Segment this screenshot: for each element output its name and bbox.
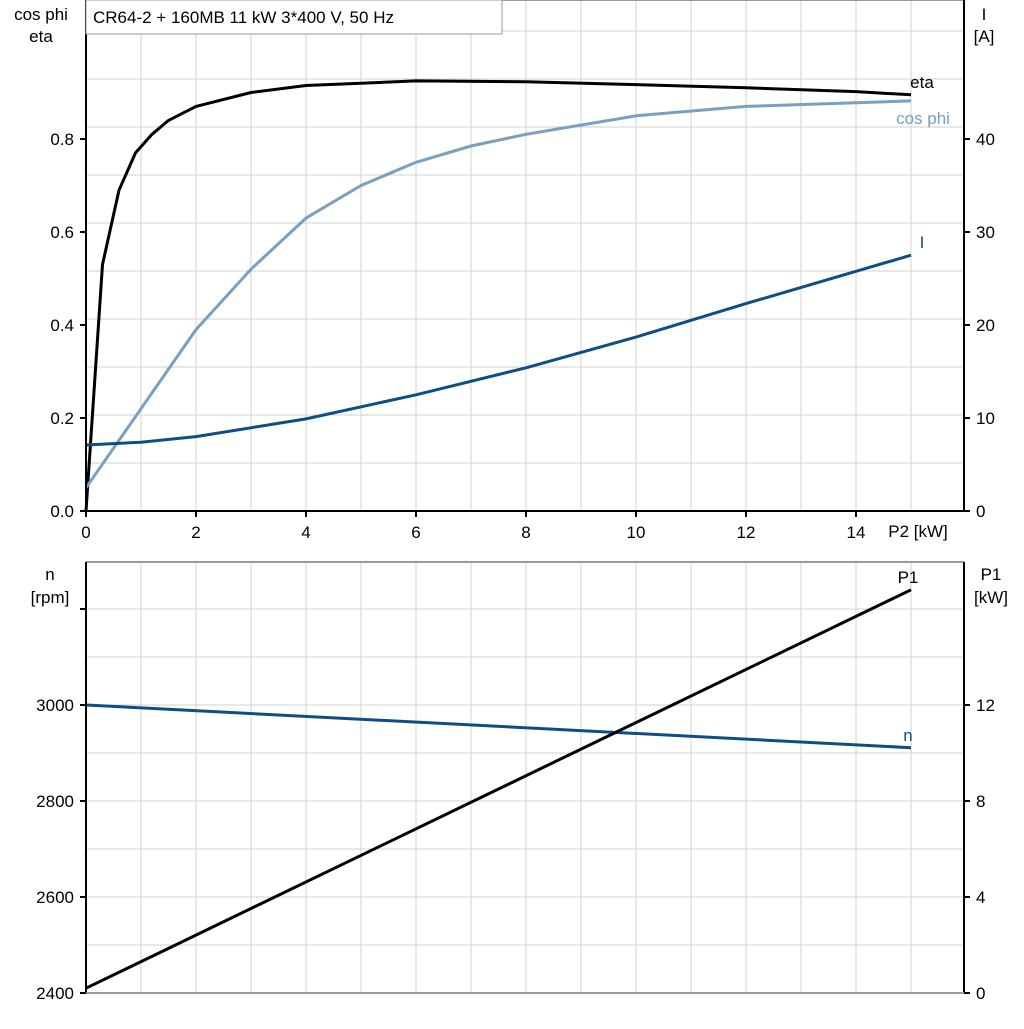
left-tick-label: 2400 <box>36 984 74 1003</box>
bottom-right-axis-label-2: [kW] <box>974 588 1008 607</box>
right-tick-label: 40 <box>976 130 995 149</box>
bottom-right-axis-label-1: P1 <box>981 565 1002 584</box>
top-left-axis-label-1: cos phi <box>14 5 68 24</box>
bottom-left-axis-label-1: n <box>45 565 54 584</box>
series-label-I: I <box>920 233 925 252</box>
x-tick-label: 12 <box>737 523 756 542</box>
top-right-axis-label-1: I <box>982 5 987 24</box>
left-tick-label: 0.4 <box>50 316 74 335</box>
series-label-cos-phi: cos phi <box>896 109 950 128</box>
right-tick-label: 4 <box>976 888 985 907</box>
top-right-axis-label-2: [A] <box>974 27 995 46</box>
series-label-P1: P1 <box>898 568 919 587</box>
x-tick-label: 0 <box>81 523 90 542</box>
x-tick-label: 6 <box>411 523 420 542</box>
x-tick-label: 8 <box>521 523 530 542</box>
x-tick-label: 4 <box>301 523 310 542</box>
left-tick-label: 0.6 <box>50 223 74 242</box>
right-tick-label: 20 <box>976 316 995 335</box>
right-tick-label: 10 <box>976 409 995 428</box>
x-tick-label: 10 <box>627 523 646 542</box>
series-lines <box>84 79 912 990</box>
series-line-cos-phi <box>84 99 912 489</box>
x-axis-label: P2 [kW] <box>888 522 948 541</box>
series-line-P1 <box>85 588 912 990</box>
left-tick-label: 0.0 <box>50 502 74 521</box>
bottom-grid <box>86 562 964 993</box>
series-line-n <box>85 703 912 750</box>
axes <box>80 0 970 994</box>
right-tick-label: 0 <box>976 502 985 521</box>
top-left-axis-label-2: eta <box>29 27 53 46</box>
left-tick-label: 2800 <box>36 792 74 811</box>
title-box <box>85 0 503 35</box>
x-tick-label: 2 <box>191 523 200 542</box>
series-label-eta: eta <box>910 73 934 92</box>
series-line-I <box>85 253 912 447</box>
bottom-left-axis-label-2: [rpm] <box>31 588 70 607</box>
left-tick-label: 2600 <box>36 888 74 907</box>
right-tick-label: 8 <box>976 792 985 811</box>
right-tick-label: 30 <box>976 223 995 242</box>
right-tick-label: 0 <box>976 984 985 1003</box>
left-tick-label: 3000 <box>36 696 74 715</box>
left-tick-label: 0.2 <box>50 409 74 428</box>
x-tick-label: 14 <box>847 523 866 542</box>
series-line-eta <box>84 79 912 512</box>
chart-title: CR64-2 + 160MB 11 kW 3*400 V, 50 Hz <box>93 8 394 27</box>
left-tick-label: 0.8 <box>50 130 74 149</box>
series-label-n: n <box>903 726 912 745</box>
right-tick-label: 12 <box>976 696 995 715</box>
